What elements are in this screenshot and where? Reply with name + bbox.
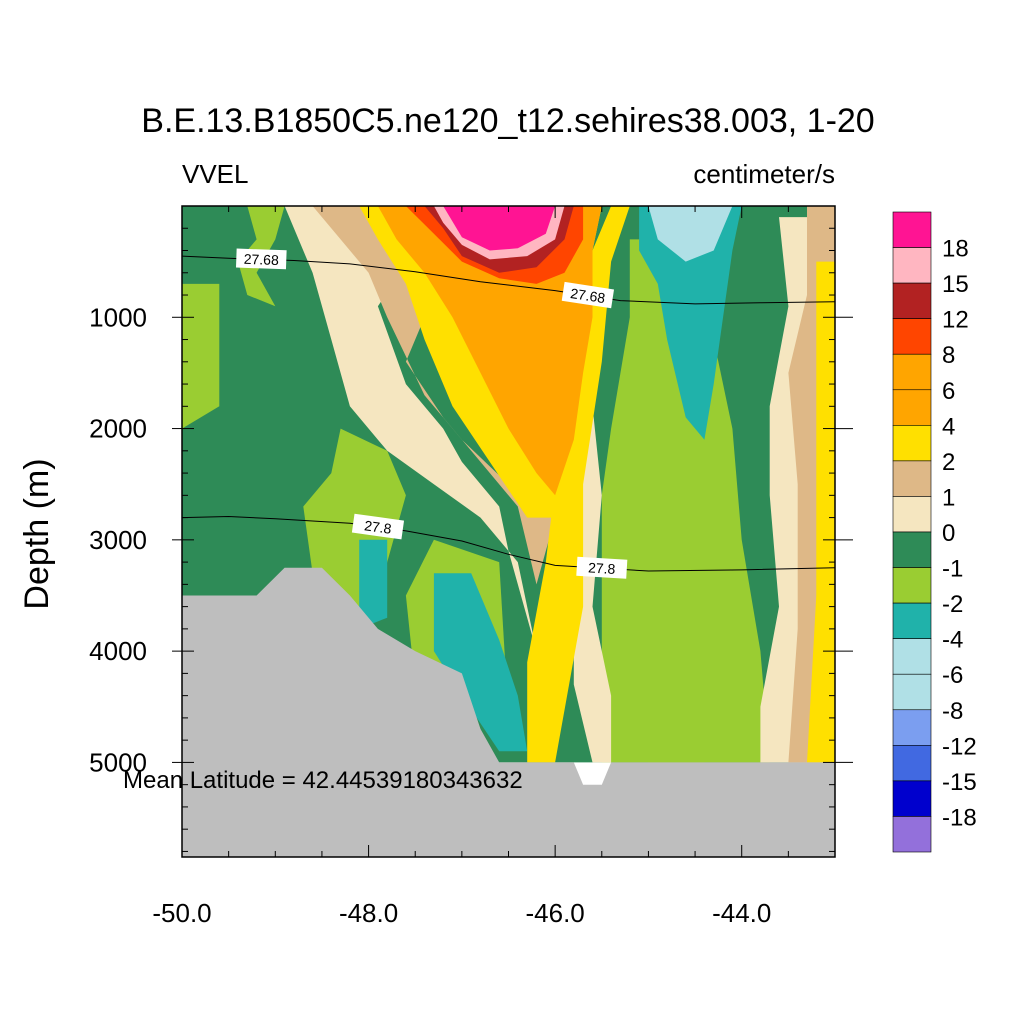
variable-label: VVEL — [182, 159, 249, 189]
colorbar-label: -6 — [942, 662, 963, 689]
colorbar-label: -8 — [942, 698, 963, 725]
vvel-region-16 — [349, 206, 630, 763]
colorbar-swatch — [892, 389, 932, 426]
density-contours: 27.68 27.68 27.8 27.8 — [182, 248, 835, 579]
colorbar-swatch — [892, 425, 932, 462]
colorbar: 18 15 12 8 6 4 2 1 0 -1 -2 -4 -6 -8 -12 -15 -18 — [892, 211, 977, 853]
colorbar-label: -15 — [942, 769, 977, 796]
y-tick-label: 2000 — [89, 414, 147, 444]
colorbar-swatch — [892, 673, 932, 711]
vvel-region-10 — [648, 206, 733, 262]
colorbar-label: 4 — [942, 413, 955, 440]
colorbar-swatch — [892, 460, 932, 497]
mean-latitude-annotation: Mean Latitude = 42.44539180343632 — [123, 767, 523, 794]
colorbar-label: -4 — [942, 627, 963, 654]
chart-title: B.E.13.B1850C5.ne120_t12.sehires38.003, … — [141, 102, 874, 140]
colorbar-swatch — [892, 247, 932, 284]
vvel-region-9 — [433, 573, 528, 752]
colorbar-label: -1 — [942, 556, 963, 583]
contour-label: 27.8 — [588, 559, 616, 577]
x-tick-label: -44.0 — [712, 898, 771, 928]
colorbar-label: -2 — [942, 591, 963, 618]
colorbar-swatch — [892, 602, 932, 639]
colorbar-label: 6 — [942, 378, 955, 405]
y-tick-label: 5000 — [89, 747, 147, 777]
contour-label: 27.8 — [363, 517, 392, 537]
land-mask — [182, 567, 835, 857]
vvel-region-1 — [182, 206, 285, 307]
vvel-region-7 — [639, 206, 742, 440]
colorbar-label: 0 — [942, 520, 955, 547]
colorbar-label: 8 — [942, 342, 955, 369]
vvel-region-2 — [182, 283, 220, 429]
y-tick-label: 1000 — [89, 302, 147, 332]
colorbar-swatch — [892, 531, 932, 568]
x-tick-label: -50.0 — [152, 898, 211, 928]
x-axis: -50.0 -48.0 -46.0 -44.0 — [152, 206, 836, 928]
colorbar-label: 12 — [942, 307, 969, 334]
contour-label-bg — [561, 281, 615, 309]
vvel-region-12 — [573, 406, 612, 763]
x-tick-label: -46.0 — [526, 898, 585, 928]
colorbar-label: 15 — [942, 271, 969, 298]
seafloor-land — [182, 567, 835, 857]
colorbar-label: -12 — [942, 733, 977, 760]
colorbar-swatch — [892, 780, 932, 817]
contour-label: 27.68 — [569, 285, 606, 306]
contour-label-bg — [576, 556, 628, 579]
contour-label-bg — [351, 513, 405, 540]
y-axis: 1000 2000 3000 4000 5000 — [89, 205, 853, 852]
contour-line-1 — [182, 515, 835, 572]
colorbar-swatch — [892, 638, 932, 675]
vvel-region-6 — [648, 584, 705, 763]
colorbar-swatch — [892, 282, 932, 319]
colorbar-swatch — [892, 211, 932, 248]
colorbar-swatch — [892, 353, 932, 391]
colorbar-swatch — [892, 745, 932, 782]
y-axis-title: Depth (m) — [18, 458, 56, 609]
colorbar-swatch — [892, 816, 932, 853]
colorbar-label: 1 — [942, 484, 955, 511]
contour-label: 27.68 — [244, 251, 280, 268]
y-tick-label: 4000 — [89, 636, 147, 666]
colorbar-swatch — [892, 567, 932, 604]
units-label: centimeter/s — [693, 159, 835, 189]
colorbar-label: 18 — [942, 236, 969, 263]
colorbar-swatch — [892, 709, 932, 746]
contour-label-bg — [235, 248, 287, 270]
x-tick-label: -48.0 — [339, 898, 398, 928]
colorbar-label: 2 — [942, 449, 955, 476]
vvel-region-11 — [284, 206, 537, 652]
vvel-region-8 — [359, 539, 388, 629]
colorbar-swatch — [892, 496, 932, 533]
colorbar-label: -18 — [942, 804, 977, 831]
colorbar-swatch — [892, 318, 932, 355]
vvel-region-18 — [807, 261, 835, 763]
vvel-region-5 — [601, 239, 770, 763]
y-tick-label: 3000 — [89, 525, 147, 555]
vvel-region-23 — [443, 206, 556, 251]
